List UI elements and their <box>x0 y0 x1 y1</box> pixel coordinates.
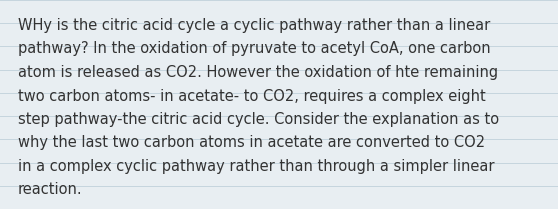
Text: reaction.: reaction. <box>18 182 83 198</box>
Text: pathway? In the oxidation of pyruvate to acetyl CoA, one carbon: pathway? In the oxidation of pyruvate to… <box>18 42 490 56</box>
Text: atom is released as CO2. However the oxidation of hte remaining: atom is released as CO2. However the oxi… <box>18 65 498 80</box>
Text: why the last two carbon atoms in acetate are converted to CO2: why the last two carbon atoms in acetate… <box>18 135 485 150</box>
Text: step pathway-the citric acid cycle. Consider the explanation as to: step pathway-the citric acid cycle. Cons… <box>18 112 499 127</box>
Text: in a complex cyclic pathway rather than through a simpler linear: in a complex cyclic pathway rather than … <box>18 159 494 174</box>
Text: two carbon atoms- in acetate- to CO2, requires a complex eight: two carbon atoms- in acetate- to CO2, re… <box>18 88 486 103</box>
Text: WHy is the citric acid cycle a cyclic pathway rather than a linear: WHy is the citric acid cycle a cyclic pa… <box>18 18 490 33</box>
